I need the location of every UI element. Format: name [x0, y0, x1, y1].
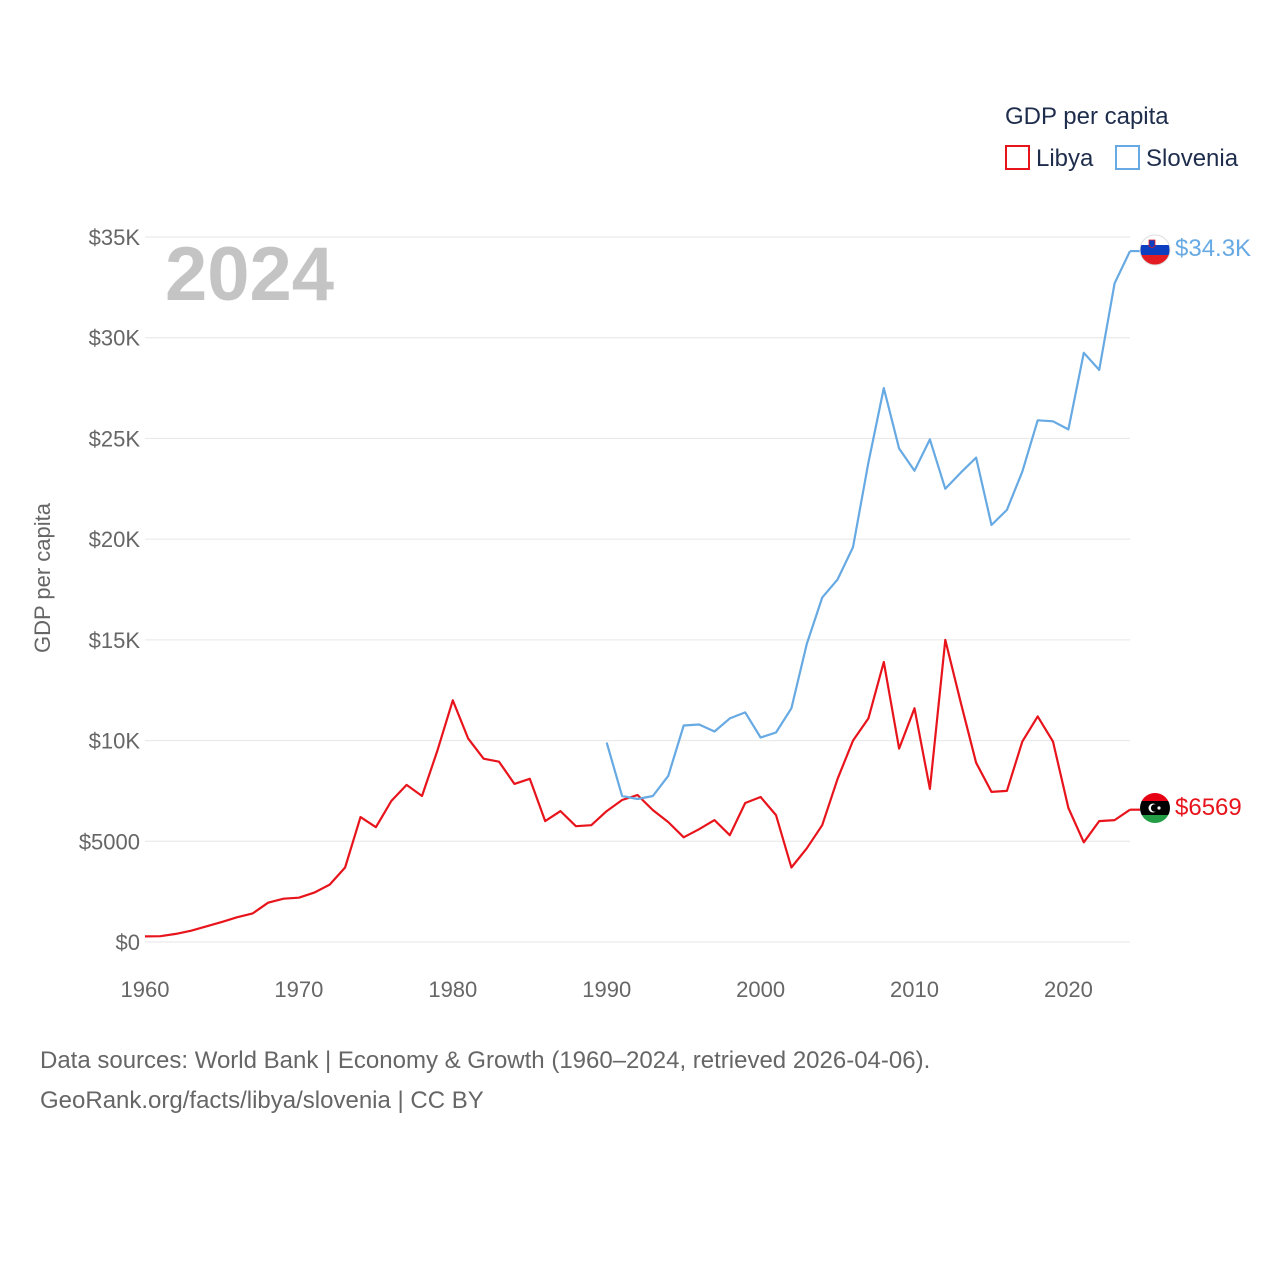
y-tick-label: $30K: [89, 326, 141, 351]
legend-label-slovenia: Slovenia: [1146, 145, 1239, 172]
end-value-label-slovenia: $34.3K: [1175, 235, 1251, 262]
libya-flag: [1140, 793, 1170, 823]
x-tick-label: 1990: [582, 977, 631, 1002]
x-tick-label: 1970: [274, 977, 323, 1002]
x-tick-label: 1980: [428, 977, 477, 1002]
series-layer: [144, 250, 1140, 938]
legend-title: GDP per capita: [1005, 103, 1169, 130]
legend-item-slovenia[interactable]: Slovenia: [1115, 145, 1239, 172]
y-gridlines: [145, 236, 1130, 943]
legend-label-libya: Libya: [1036, 145, 1094, 172]
y-tick-labels: $0 $5000 $10K $15K $20K $25K $30K $35K: [79, 225, 141, 955]
x-tick-label: 2000: [736, 977, 785, 1002]
x-tick-labels: 1960 1970 1980 1990 2000 2010 2020: [121, 977, 1093, 1002]
y-tick-label: $0: [116, 930, 140, 955]
y-tick-label: $5000: [79, 829, 140, 854]
legend-swatch-libya: [1005, 145, 1030, 170]
y-tick-label: $15K: [89, 628, 141, 653]
series-line-slovenia[interactable]: [605, 250, 1131, 801]
x-tick-label: 2010: [890, 977, 939, 1002]
year-watermark: 2024: [165, 232, 334, 317]
y-tick-label: $20K: [89, 527, 141, 552]
legend: GDP per capita Libya Slovenia: [1005, 103, 1239, 172]
y-tick-label: $35K: [89, 225, 141, 250]
y-tick-label: $25K: [89, 426, 141, 451]
end-value-label-libya: $6569: [1175, 794, 1242, 821]
x-tick-label: 1960: [121, 977, 170, 1002]
source-line-2[interactable]: GeoRank.org/facts/libya/slovenia | CC BY: [40, 1087, 484, 1114]
series-line-libya[interactable]: [144, 638, 1131, 938]
y-tick-label: $10K: [89, 729, 141, 754]
legend-swatch-slovenia: [1115, 145, 1140, 170]
source-line-1: Data sources: World Bank | Economy & Gro…: [40, 1047, 930, 1074]
legend-item-libya[interactable]: Libya: [1005, 145, 1094, 172]
y-axis-title: GDP per capita: [30, 502, 55, 653]
x-tick-label: 2020: [1044, 977, 1093, 1002]
slovenia-flag: [1139, 234, 1171, 266]
